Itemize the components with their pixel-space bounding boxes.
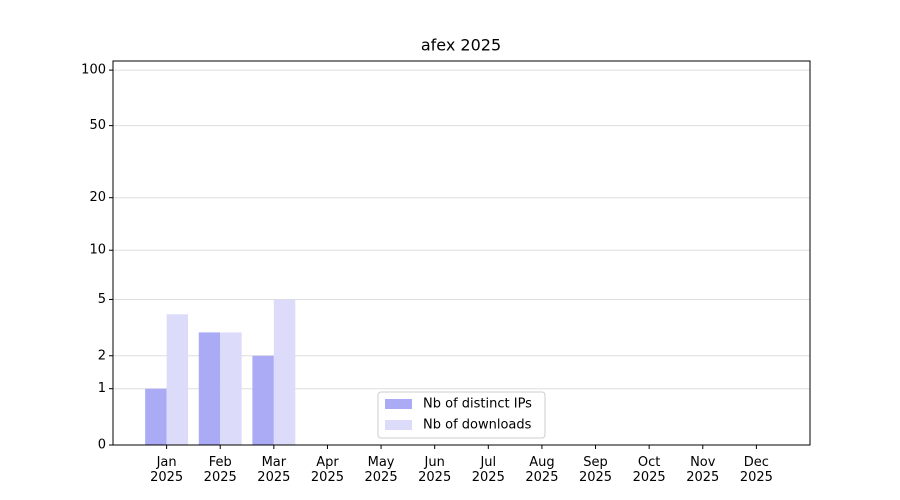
bar [198, 332, 221, 445]
y-tick-label: 2 [98, 348, 106, 363]
legend-swatch [385, 399, 412, 409]
x-tick-label: May 2025 [365, 455, 398, 485]
y-tick-label: 5 [98, 292, 106, 307]
x-tick-label: Dec 2025 [740, 455, 773, 485]
legend-label: Nb of distinct IPs [423, 397, 532, 412]
x-tick-label: Nov 2025 [686, 455, 719, 485]
legend: Nb of distinct IPs Nb of downloads [377, 391, 546, 439]
plot-frame [112, 60, 811, 446]
chart-title: afex 2025 [421, 36, 501, 55]
y-tick-label: 50 [89, 118, 106, 133]
x-tick-label: Mar 2025 [257, 455, 290, 485]
y-tick-label: 1 [98, 381, 106, 396]
y-tick-label: 10 [89, 243, 106, 258]
x-tick-label: Oct 2025 [633, 455, 666, 485]
x-tick-label: Aug 2025 [525, 455, 558, 485]
legend-swatch [385, 420, 412, 430]
bar [220, 332, 242, 445]
y-tick-label: 100 [81, 63, 106, 78]
y-tick-label: 20 [89, 190, 106, 205]
x-tick-label: Jan 2025 [150, 455, 183, 485]
legend-label: Nb of downloads [423, 418, 532, 433]
x-tick-label: Sep 2025 [579, 455, 612, 485]
bar [166, 314, 189, 445]
bar [145, 388, 167, 445]
legend-box [377, 391, 546, 439]
bar [252, 355, 274, 445]
x-tick-label: Apr 2025 [311, 455, 344, 485]
x-tick-label: Jun 2025 [418, 455, 451, 485]
x-tick-label: Jul 2025 [472, 455, 505, 485]
x-tick-label: Feb 2025 [204, 455, 237, 485]
y-tick-label: 0 [98, 438, 106, 453]
bar [273, 299, 296, 445]
